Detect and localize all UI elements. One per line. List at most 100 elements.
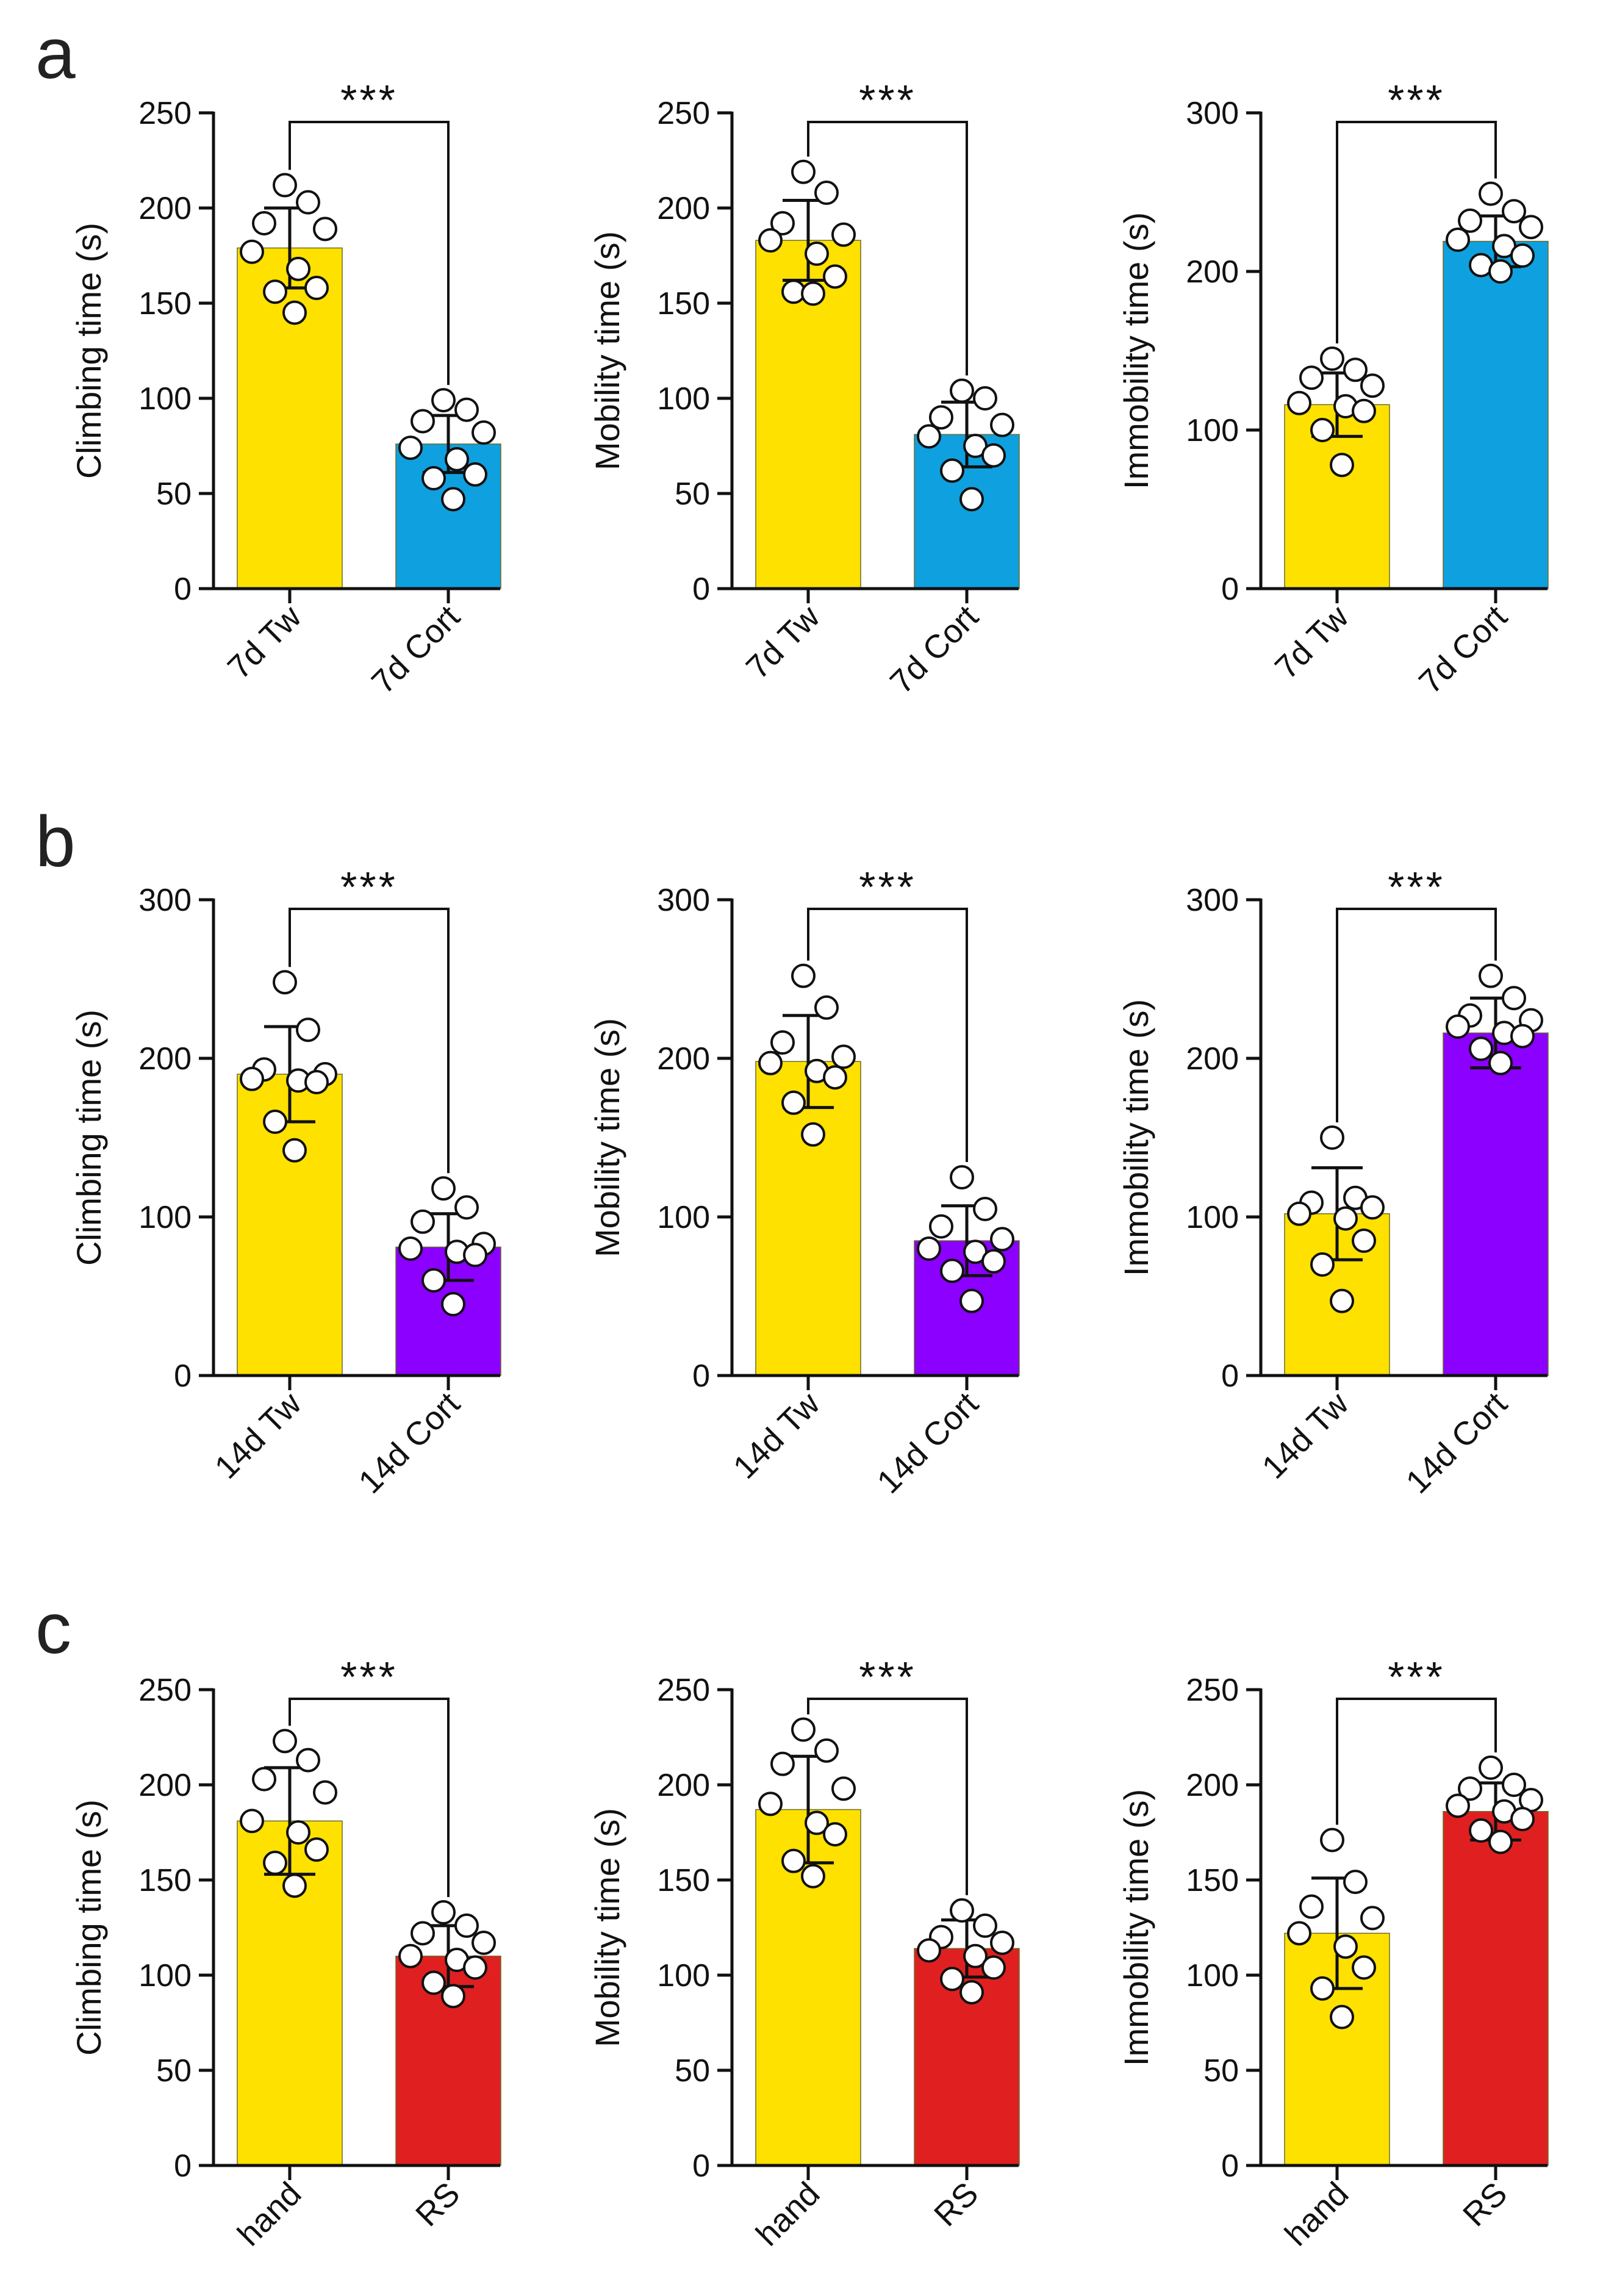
- significance-bracket: [289, 1698, 450, 1898]
- data-point: [263, 1850, 287, 1875]
- y-tick-label: 250: [1186, 1673, 1239, 1708]
- data-point: [758, 1050, 783, 1075]
- significance-label: ***: [859, 863, 916, 911]
- data-point: [1333, 1934, 1358, 1959]
- x-category-label: 14d Tw: [1255, 1385, 1357, 1486]
- data-point: [252, 1767, 276, 1792]
- data-point: [831, 1044, 856, 1069]
- x-category-label: 7d Cort: [883, 598, 986, 701]
- data-point: [421, 1268, 446, 1293]
- y-tick-label: 50: [675, 476, 710, 512]
- x-category-label: 14d Cort: [870, 1385, 986, 1501]
- x-category-label: 7d Tw: [739, 598, 827, 686]
- data-point: [463, 1955, 487, 1980]
- x-category-label: RS: [927, 2175, 985, 2233]
- y-tick-label: 200: [657, 1041, 710, 1077]
- data-point: [454, 1195, 479, 1220]
- data-point: [441, 1292, 465, 1316]
- y-axis-title: Mobility time (s): [588, 1808, 626, 2047]
- data-point: [240, 1066, 264, 1091]
- y-tick-label: 0: [692, 2148, 710, 2184]
- data-point: [313, 217, 337, 242]
- data-point: [1458, 208, 1482, 233]
- data-point: [431, 1176, 456, 1201]
- data-point: [929, 405, 953, 430]
- data-point: [770, 210, 795, 235]
- data-point: [917, 424, 941, 449]
- data-point: [273, 1729, 297, 1754]
- data-point: [950, 378, 974, 403]
- x-category-label: 7d Cort: [365, 598, 467, 701]
- data-point: [463, 1243, 487, 1268]
- y-axis-title: Climbing time (s): [70, 1799, 108, 2056]
- data-point: [1502, 1773, 1526, 1797]
- y-tick-label: 100: [657, 1958, 710, 1993]
- y-tick-label: 150: [138, 286, 192, 321]
- data-point: [411, 1921, 435, 1946]
- data-point: [990, 1930, 1014, 1955]
- data-point: [1446, 1014, 1470, 1039]
- panel-label-a: a: [35, 13, 76, 94]
- y-tick-label: 50: [1203, 2053, 1239, 2089]
- chart-a-1: 0 50 100 150 200 250 Climbing time (s) 7d Tw 7d …: [70, 76, 501, 701]
- data-point: [304, 276, 329, 301]
- y-tick-label: 50: [156, 2053, 192, 2089]
- y-tick-label: 0: [174, 572, 192, 607]
- data-point: [1310, 418, 1335, 442]
- data-point: [296, 1748, 320, 1773]
- data-point: [950, 1165, 974, 1189]
- data-point: [981, 443, 1006, 468]
- y-tick-label: 100: [138, 381, 192, 417]
- y-tick-label: 150: [1186, 1863, 1239, 1898]
- data-point: [1360, 1906, 1385, 1931]
- data-point: [981, 1249, 1006, 1274]
- chart-c-2: 0 50 100 150 200 250 Mobility time (s) hand RS **…: [588, 1653, 1020, 2253]
- data-point: [963, 1943, 988, 1968]
- data-point: [1299, 365, 1324, 390]
- y-tick-label: 100: [138, 1958, 192, 1993]
- data-point: [770, 1030, 795, 1055]
- data-point: [296, 1017, 320, 1042]
- y-tick-label: 100: [1186, 413, 1239, 448]
- x-category-label: 7d Cort: [1412, 598, 1515, 701]
- data-point: [940, 1258, 964, 1283]
- data-point: [463, 462, 487, 487]
- data-point: [263, 1110, 287, 1134]
- data-point: [781, 1090, 806, 1115]
- data-point: [296, 190, 320, 215]
- x-category-label: 14d Cort: [352, 1385, 467, 1501]
- data-point: [1469, 1036, 1493, 1061]
- chart-a-2: 0 50 100 150 200 250 Mobility time (s) 7d Tw 7d …: [588, 76, 1020, 701]
- data-point: [1488, 1829, 1513, 1854]
- bar-RS: [1443, 1810, 1549, 2166]
- data-point: [973, 1197, 997, 1221]
- data-point: [441, 487, 465, 512]
- data-point: [831, 222, 856, 247]
- significance-bracket: [289, 908, 450, 1174]
- x-category-label: 14d Tw: [208, 1385, 309, 1486]
- data-point: [240, 239, 264, 264]
- data-point: [472, 1930, 496, 1955]
- data-point: [1320, 1125, 1344, 1150]
- y-tick-label: 100: [138, 1200, 192, 1235]
- data-point: [1343, 357, 1368, 382]
- x-category-label: 7d Tw: [221, 598, 309, 686]
- data-point: [273, 173, 297, 198]
- y-tick-label: 50: [675, 2053, 710, 2089]
- data-point: [472, 420, 496, 445]
- data-point: [823, 1065, 847, 1090]
- data-point: [1330, 2004, 1354, 2029]
- data-point: [431, 388, 456, 413]
- data-point: [758, 1792, 783, 1817]
- data-point: [917, 1236, 941, 1261]
- data-point: [1287, 1201, 1311, 1226]
- data-point: [1479, 963, 1503, 988]
- x-category-label: 14d Tw: [726, 1385, 828, 1486]
- y-axis-title: Mobility time (s): [588, 231, 626, 470]
- data-point: [791, 1717, 816, 1742]
- chart-grid: 0 50 100 150 200 250 Climbing time (s) 7d Tw 7d …: [70, 76, 1549, 2253]
- data-point: [1479, 1755, 1503, 1780]
- data-point: [823, 1822, 847, 1847]
- y-axis-title: Immobility time (s): [1117, 1789, 1155, 2066]
- x-category-label: 14d Cort: [1399, 1385, 1515, 1501]
